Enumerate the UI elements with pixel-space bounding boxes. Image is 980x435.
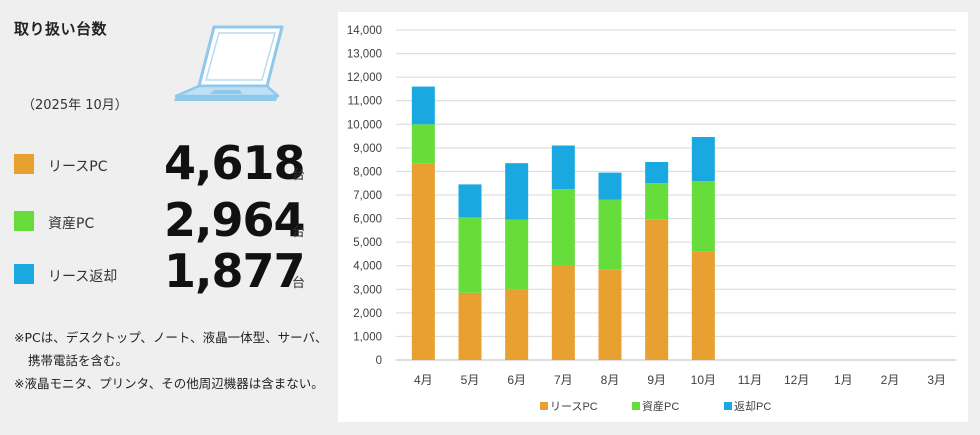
notes: ※PCは、デスクトップ、ノート、液晶一体型、サーバ、携帯電話を含む。 ※液晶モニ… bbox=[14, 326, 334, 395]
bar-segment bbox=[691, 251, 715, 360]
x-tick-label: 3月 bbox=[927, 373, 946, 387]
lease-pc-count: 4,618 bbox=[164, 136, 306, 190]
asset-pc-swatch bbox=[14, 211, 34, 231]
y-tick-label: 12,000 bbox=[347, 72, 382, 84]
lease-return-count: 1,877 bbox=[164, 244, 306, 298]
summary-panel: 取り扱い台数 （2025年 10月） リースPC 4,618 台 資産PC 2,… bbox=[0, 0, 338, 435]
lease-return-label: リース返却 bbox=[48, 269, 118, 285]
bar-segment bbox=[458, 292, 482, 360]
asset-pc-count: 2,964 bbox=[164, 193, 306, 247]
y-tick-label: 4,000 bbox=[353, 261, 382, 273]
bar-segment bbox=[551, 189, 575, 266]
lease-pc-label: リースPC bbox=[48, 159, 108, 175]
bar-segment bbox=[551, 145, 575, 190]
bar-segment bbox=[645, 162, 669, 184]
y-tick-label: 10,000 bbox=[347, 119, 382, 131]
bar-segment bbox=[598, 199, 622, 270]
asset-pc-unit: 台 bbox=[292, 225, 306, 240]
legend-label: 返却PC bbox=[734, 400, 771, 413]
bar-segment bbox=[691, 137, 715, 182]
bar-segment bbox=[411, 86, 435, 125]
x-tick-label: 4月 bbox=[414, 373, 433, 387]
x-tick-label: 9月 bbox=[647, 373, 666, 387]
note-included: ※PCは、デスクトップ、ノート、液晶一体型、サーバ、携帯電話を含む。 bbox=[14, 330, 328, 368]
asset-pc-label: 資産PC bbox=[48, 216, 95, 232]
legend-swatch bbox=[540, 402, 548, 410]
bar-segment bbox=[505, 289, 529, 360]
bar-segment bbox=[598, 269, 622, 360]
lease-pc-unit: 台 bbox=[292, 168, 306, 183]
x-tick-label: 5月 bbox=[461, 373, 480, 387]
note-excluded: ※液晶モニタ、プリンタ、その他周辺機器は含まない。 bbox=[14, 376, 324, 391]
bar-segment bbox=[551, 265, 575, 360]
x-tick-label: 6月 bbox=[507, 373, 526, 387]
bar-segment bbox=[458, 217, 482, 293]
stacked-bar-chart: 0 1,000 2,000 3,000 4,000 5,000 6,000 7,000 8,00… bbox=[347, 25, 956, 413]
lease-return-swatch bbox=[14, 264, 34, 284]
bar-segment bbox=[505, 219, 529, 290]
bar-segment bbox=[645, 219, 669, 360]
x-tick-label: 1月 bbox=[834, 373, 853, 387]
y-tick-label: 1,000 bbox=[353, 331, 382, 343]
bar-segment bbox=[645, 183, 669, 220]
y-tick-label: 11,000 bbox=[348, 96, 382, 108]
y-tick-label: 5,000 bbox=[353, 237, 382, 249]
legend-label: 資産PC bbox=[642, 400, 679, 413]
y-tick-label: 6,000 bbox=[353, 214, 382, 226]
y-tick-label: 2,000 bbox=[353, 308, 382, 320]
y-tick-label: 7,000 bbox=[353, 190, 382, 202]
bar-segment bbox=[411, 163, 435, 360]
y-tick-label: 8,000 bbox=[353, 166, 382, 178]
x-tick-label: 10月 bbox=[691, 373, 716, 387]
bar-segment bbox=[411, 124, 435, 164]
legend-label: リースPC bbox=[550, 401, 598, 413]
stat-lease-return: リース返却 1,877 台 bbox=[14, 244, 334, 310]
lease-return-unit: 台 bbox=[292, 276, 306, 291]
bar-segment bbox=[458, 184, 482, 218]
legend-swatch bbox=[632, 402, 640, 410]
y-tick-label: 13,000 bbox=[347, 49, 382, 61]
y-tick-label: 9,000 bbox=[353, 143, 382, 155]
legend-swatch bbox=[724, 402, 732, 410]
bar-segment bbox=[598, 172, 622, 200]
stat-asset-pc: 資産PC 2,964 台 bbox=[14, 193, 334, 255]
panel-title: 取り扱い台数 bbox=[14, 20, 108, 38]
bar-segment bbox=[691, 181, 715, 252]
y-tick-label: 0 bbox=[376, 355, 382, 367]
x-tick-label: 2月 bbox=[881, 373, 900, 387]
laptop-icon bbox=[174, 25, 284, 101]
x-tick-label: 12月 bbox=[784, 373, 809, 387]
x-tick-label: 11月 bbox=[738, 373, 762, 387]
chart-panel: 0 1,000 2,000 3,000 4,000 5,000 6,000 7,000 8,00… bbox=[338, 12, 968, 422]
y-tick-label: 14,000 bbox=[347, 25, 382, 37]
stat-lease-pc: リースPC 4,618 台 bbox=[14, 136, 334, 198]
x-tick-label: 8月 bbox=[601, 373, 620, 387]
lease-pc-swatch bbox=[14, 154, 34, 174]
period-label: （2025年 10月） bbox=[22, 98, 128, 113]
bar-segment bbox=[505, 163, 529, 220]
y-tick-label: 3,000 bbox=[353, 284, 382, 296]
x-tick-label: 7月 bbox=[554, 373, 573, 387]
